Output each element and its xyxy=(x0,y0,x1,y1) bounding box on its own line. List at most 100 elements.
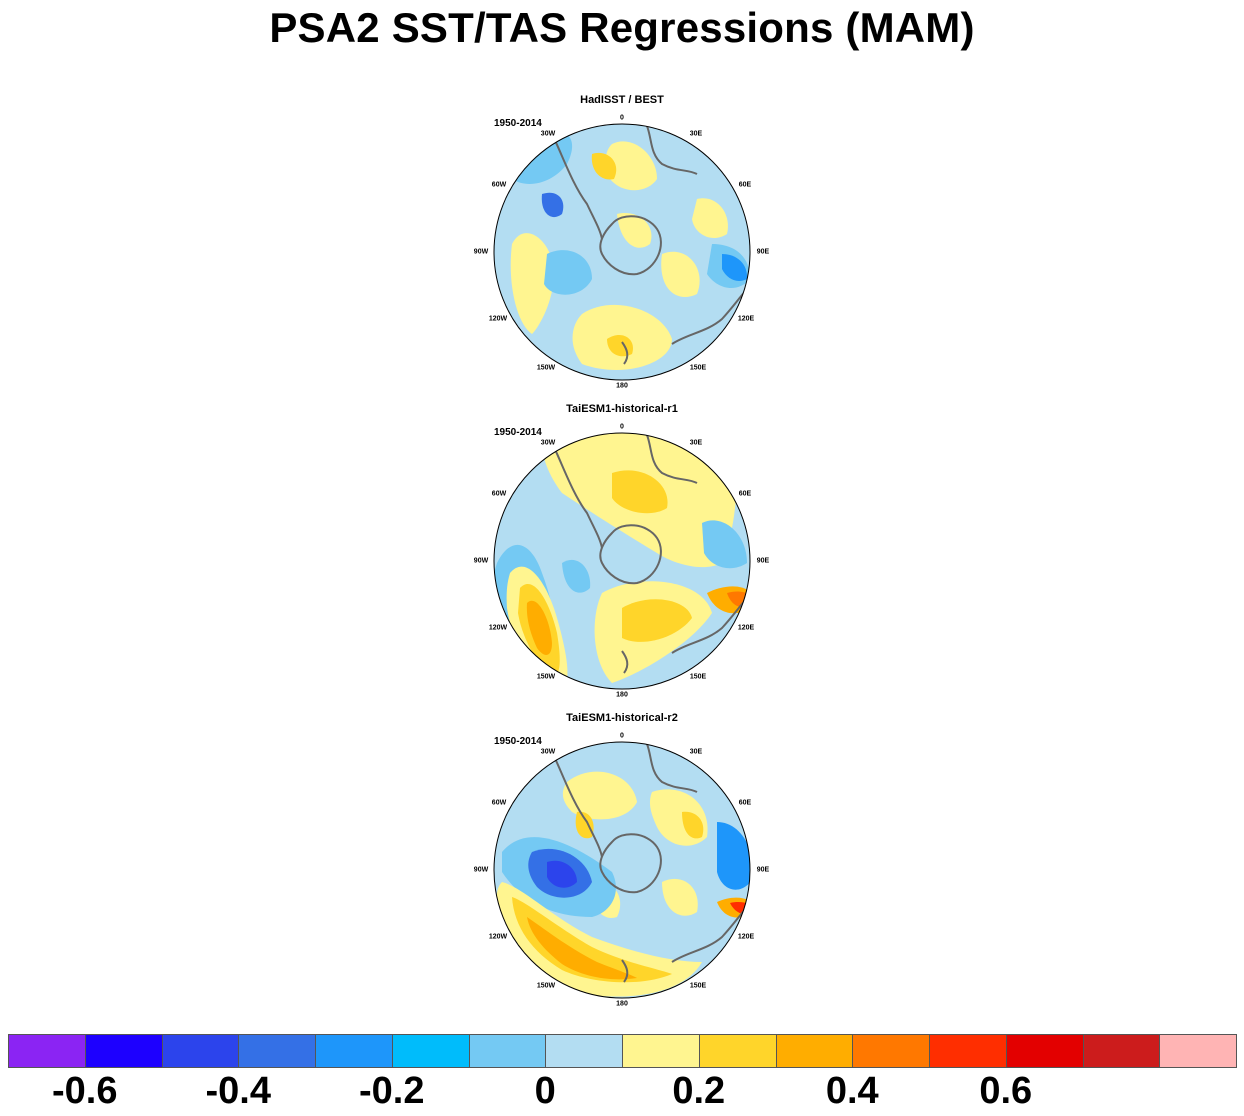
map-panel-r1: TaiESM1-historical-r1 1950-2014 0 30E 60 xyxy=(472,403,772,703)
polar-map xyxy=(493,123,751,381)
colorbar-box xyxy=(698,1034,777,1068)
lon-label-90e: 90E xyxy=(756,866,770,874)
lon-label-60e: 60E xyxy=(738,181,752,189)
warm-anomaly xyxy=(527,917,637,980)
lon-label-150e: 150E xyxy=(689,364,707,372)
new-zealand-coastline xyxy=(621,650,629,674)
lon-label-150e: 150E xyxy=(689,673,707,681)
lon-label-120w: 120W xyxy=(488,933,508,941)
south-america-coastline xyxy=(551,133,603,240)
cool-anomaly xyxy=(722,254,748,281)
new-zealand-coastline xyxy=(621,341,629,365)
colorbar xyxy=(8,1034,1237,1068)
colorbar-tick-label: -0.2 xyxy=(359,1070,425,1112)
map-panel-r2: TaiESM1-historical-r2 1950-2014 xyxy=(472,712,772,1012)
africa-coastline xyxy=(646,125,698,175)
map-panel-hadisst: HadISST / BEST 1950-2014 0 30E 60 xyxy=(472,94,772,394)
warm-anomaly xyxy=(662,878,698,916)
warm-anomaly xyxy=(605,141,657,191)
lon-label-60w: 60W xyxy=(491,181,507,189)
cool-anomaly xyxy=(562,559,591,593)
lon-label-180: 180 xyxy=(616,691,628,699)
warm-anomaly xyxy=(510,233,554,334)
colorbar-box xyxy=(391,1034,470,1068)
lon-label-0: 0 xyxy=(620,423,624,431)
lon-label-0: 0 xyxy=(620,732,624,740)
lon-label-150w: 150W xyxy=(536,982,556,990)
lon-label-90w: 90W xyxy=(473,248,489,256)
lon-label-120e: 120E xyxy=(737,933,755,941)
africa-coastline xyxy=(646,434,698,484)
lon-label-30e: 30E xyxy=(689,439,703,447)
polar-map xyxy=(493,432,751,690)
period-label: 1950-2014 xyxy=(494,118,542,129)
antarctica-coastline xyxy=(599,524,662,585)
lon-label-60e: 60E xyxy=(738,799,752,807)
warm-anomaly xyxy=(692,198,728,239)
warm-anomaly xyxy=(682,811,704,839)
lon-label-30w: 30W xyxy=(540,748,556,756)
cool-anomaly xyxy=(541,192,564,218)
colorbar-box xyxy=(1159,1034,1237,1068)
cool-anomaly xyxy=(544,250,592,295)
figure-title: PSA2 SST/TAS Regressions (MAM) xyxy=(269,4,975,51)
lon-label-180: 180 xyxy=(616,382,628,390)
colorbar-box xyxy=(468,1034,547,1068)
colorbar-tick-label: 0 xyxy=(534,1070,556,1112)
lon-label-120e: 120E xyxy=(737,624,755,632)
lon-label-60w: 60W xyxy=(491,799,507,807)
lon-label-30e: 30E xyxy=(689,748,703,756)
colorbar-tick-label: 0.6 xyxy=(979,1070,1033,1112)
panel-title: TaiESM1-historical-r2 xyxy=(566,712,678,724)
colorbar-box xyxy=(238,1034,316,1068)
lon-label-90e: 90E xyxy=(756,248,770,256)
new-zealand-coastline xyxy=(621,959,629,983)
warm-anomaly xyxy=(661,251,700,298)
cool-anomaly xyxy=(717,822,750,890)
lon-label-180: 180 xyxy=(616,1000,628,1008)
colorbar-tick-label: 0.2 xyxy=(672,1070,726,1112)
warm-anomaly xyxy=(526,600,552,655)
colorbar-box xyxy=(84,1034,163,1068)
antarctica-coastline xyxy=(599,833,662,894)
colorbar-box xyxy=(545,1034,623,1068)
period-label: 1950-2014 xyxy=(494,427,542,438)
lon-label-60w: 60W xyxy=(491,490,507,498)
lon-label-150w: 150W xyxy=(536,364,556,372)
colorbar-box xyxy=(929,1034,1007,1068)
africa-coastline xyxy=(646,743,698,793)
colorbar-tick-label: -0.4 xyxy=(205,1070,271,1112)
colorbar-box xyxy=(622,1034,700,1068)
cool-anomaly xyxy=(702,520,747,569)
warm-anomaly xyxy=(612,470,668,514)
warm-anomaly xyxy=(591,152,617,180)
period-label: 1950-2014 xyxy=(494,736,542,747)
south-america-coastline xyxy=(551,751,603,858)
warm-anomaly xyxy=(512,897,672,983)
warm-anomaly xyxy=(617,213,652,248)
lon-label-60e: 60E xyxy=(738,490,752,498)
colorbar-tick-label: 0.4 xyxy=(825,1070,879,1112)
lon-label-90w: 90W xyxy=(473,557,489,565)
colorbar-tick-label: -0.6 xyxy=(52,1070,118,1112)
lon-label-30w: 30W xyxy=(540,439,556,447)
lon-label-0: 0 xyxy=(620,114,624,122)
lon-label-90e: 90E xyxy=(756,557,770,565)
colorbar-box xyxy=(315,1034,393,1068)
colorbar-box xyxy=(1005,1034,1084,1068)
lon-label-150e: 150E xyxy=(689,982,707,990)
colorbar-box xyxy=(8,1034,86,1068)
lon-label-90w: 90W xyxy=(473,866,489,874)
lon-label-120w: 120W xyxy=(488,315,508,323)
colorbar-box xyxy=(775,1034,854,1068)
colorbar-box xyxy=(1082,1034,1161,1068)
south-america-coastline xyxy=(551,442,603,549)
colorbar-box xyxy=(852,1034,930,1068)
lon-label-30e: 30E xyxy=(689,130,703,138)
lon-label-120w: 120W xyxy=(488,624,508,632)
lon-label-150w: 150W xyxy=(536,673,556,681)
lon-label-30w: 30W xyxy=(540,130,556,138)
cool-anomaly xyxy=(547,860,577,888)
warm-anomaly xyxy=(575,811,594,839)
panel-title: TaiESM1-historical-r1 xyxy=(566,403,678,415)
